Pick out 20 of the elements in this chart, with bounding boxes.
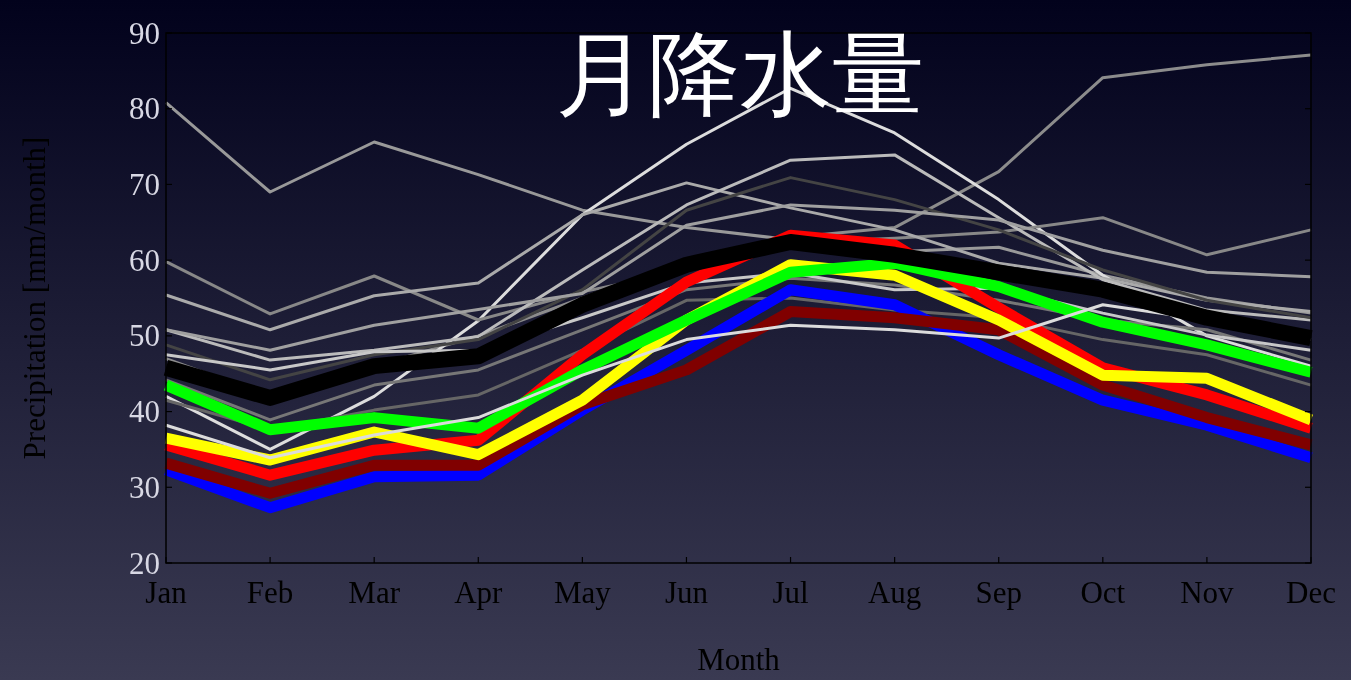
y-tick-label: 30 (129, 469, 160, 505)
line-series (164, 176, 1313, 382)
x-tick-label: Mar (348, 575, 401, 610)
x-tick-label: Oct (1080, 575, 1126, 610)
y-tick-label: 60 (129, 242, 160, 278)
x-tick-label: Feb (246, 575, 294, 610)
y-tick-label: 90 (129, 15, 160, 51)
x-tick-label: May (553, 575, 612, 610)
x-axis-title: Month (697, 642, 781, 677)
x-tick-label: Sep (975, 575, 1022, 610)
y-tick-label: 80 (129, 91, 160, 127)
y-tick-label: 40 (129, 394, 160, 430)
x-tick-label: Apr (454, 575, 504, 610)
x-tick-label: Dec (1286, 575, 1336, 610)
x-tick-label: Jun (664, 575, 709, 610)
x-tick-label: Nov (1180, 575, 1235, 610)
y-tick-label: 50 (129, 318, 160, 354)
x-tick-label: Aug (867, 575, 922, 610)
y-tick-label: 70 (129, 166, 160, 202)
x-tick-label: Jul (772, 575, 809, 610)
